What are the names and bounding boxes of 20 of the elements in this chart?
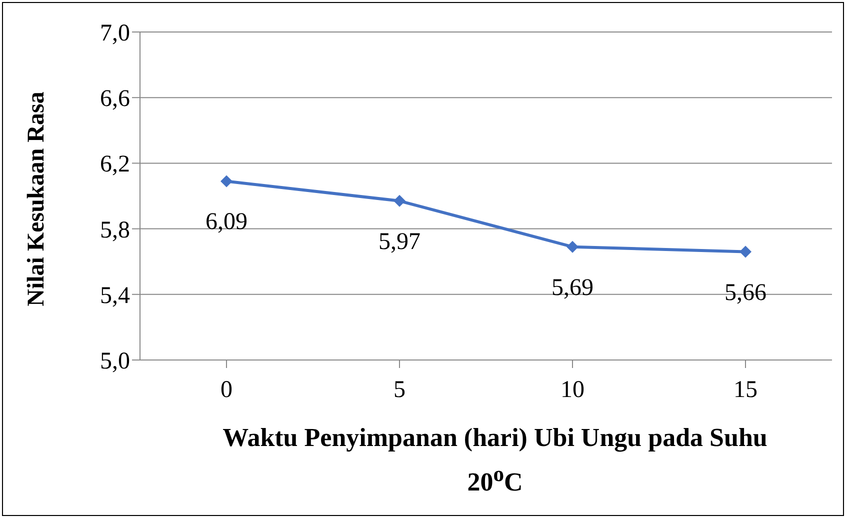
y-tick-label: 5,8 [100,217,130,244]
x-tick-label: 0 [220,377,232,404]
y-axis-title: Nilai Kesukaan Rasa [24,92,50,306]
y-tick-label: 6,2 [100,152,130,178]
y-tick-label: 7,0 [100,20,130,47]
x-tick-label: 15 [734,377,758,404]
point [740,246,752,258]
point [220,175,232,188]
x-axis-title: Waktu Penyimpanan (hari) Ubi Ungu pada Suhu 20$^{o}$C [222,422,768,499]
data-label: 5,69 [552,274,594,301]
y-tick-label: 5,0 [100,348,130,375]
data-label: 5,97 [378,228,420,255]
data-label: 5,66 [724,280,766,306]
x-tick-label: 5 [394,377,406,404]
data-label: 6,09 [206,209,248,236]
point [566,240,578,253]
y-tick-label: 5,4 [100,282,130,309]
y-tick-label: 6,6 [100,86,130,112]
point [394,194,406,207]
x-tick-label: 10 [560,377,584,404]
